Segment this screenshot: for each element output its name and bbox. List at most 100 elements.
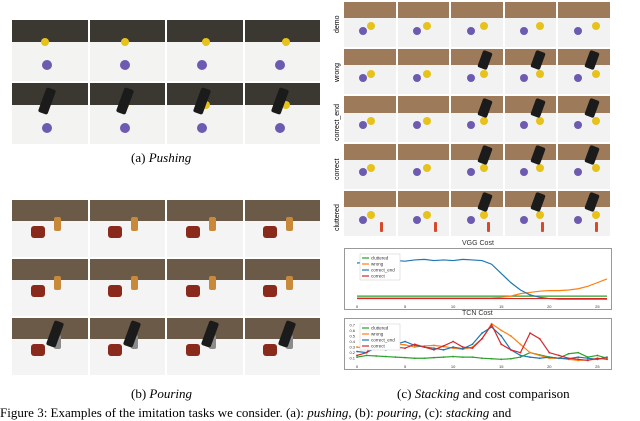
pouring-caption: (b) Pouring (131, 386, 193, 401)
vgg-cost-chart: 0 5 10 15 20 25 clutteredwrongcorrect_endcorre… (356, 253, 608, 309)
series-line-wrong (357, 278, 608, 299)
data-point-wrong (500, 329, 503, 332)
data-point-wrong (519, 343, 522, 346)
stacking-frame (397, 96, 450, 142)
data-point-cluttered (471, 356, 474, 358)
pouring-frame (167, 259, 243, 316)
stacking-frame (504, 49, 557, 95)
pushing-frame (244, 20, 320, 81)
data-point-correct (577, 358, 580, 361)
data-point-cluttered (596, 354, 599, 357)
pushing-caption: (a) Pushing (131, 150, 192, 165)
data-point-cluttered (433, 356, 435, 359)
data-point-correct_end (529, 356, 531, 358)
pouring-image-grid (12, 200, 320, 375)
y-tick-label: 0.4 (349, 339, 355, 344)
y-tick-label: 0.1 (349, 356, 355, 361)
data-point-correct_end (356, 350, 358, 353)
stacking-frame (397, 143, 450, 189)
stacking-image-grid (344, 2, 610, 236)
stacking-frame (504, 96, 557, 142)
pouring-frame (167, 200, 243, 257)
x-tick-label: 25 (595, 364, 600, 369)
data-point-cluttered (567, 352, 570, 355)
data-point-correct (500, 343, 503, 346)
y-tick-label: 0.5 (349, 333, 355, 338)
data-point-correct_end (519, 354, 522, 357)
pushing-frame (89, 83, 165, 144)
stacking-row-label: wrong (334, 62, 341, 82)
data-point-correct (548, 351, 551, 354)
data-point-cluttered (365, 354, 368, 357)
stacking-row-label: demo (334, 15, 341, 33)
stacking-frame (344, 143, 396, 189)
stacking-row-label: correct_end (334, 104, 341, 141)
stacking-row-label: correct (334, 158, 341, 181)
x-tick-label: 0 (356, 364, 359, 369)
data-point-correct_end (548, 356, 551, 358)
data-point-correct (461, 346, 464, 348)
stacking-frame (451, 96, 503, 142)
data-point-cluttered (481, 357, 483, 360)
data-point-cluttered (509, 357, 512, 360)
data-point-correct (365, 351, 368, 354)
data-point-correct_end (452, 346, 455, 348)
x-tick-label: 0 (356, 304, 359, 309)
pushing-frame (167, 20, 243, 81)
x-tick-label: 15 (499, 304, 504, 309)
data-point-wrong (538, 354, 541, 357)
data-point-correct (586, 359, 589, 362)
stacking-frame (558, 190, 610, 236)
data-point-wrong (433, 344, 435, 347)
x-tick-label: 15 (499, 364, 504, 369)
data-point-cluttered (404, 356, 406, 359)
data-point-cluttered (413, 357, 416, 360)
data-point-correct_end (481, 332, 483, 335)
stacking-frame (451, 143, 503, 189)
pouring-frame (89, 318, 165, 375)
stacking-frame (504, 143, 557, 189)
stacking-frame (558, 96, 610, 142)
x-tick-label: 20 (547, 364, 552, 369)
x-tick-label: 10 (451, 304, 456, 309)
stacking-frame (397, 2, 450, 48)
data-point-correct (606, 358, 608, 361)
stacking-frame (344, 96, 396, 142)
pushing-image-grid (12, 20, 320, 144)
pushing-frame (244, 83, 320, 144)
data-point-correct_end (471, 343, 474, 346)
data-point-correct (423, 346, 426, 348)
x-tick-label: 5 (404, 304, 407, 309)
data-point-correct (442, 345, 445, 347)
x-tick-label: 5 (404, 364, 407, 369)
y-tick-label: 0.3 (349, 345, 355, 350)
pouring-frame (167, 318, 243, 375)
data-point-correct (509, 348, 512, 351)
data-point-correct (481, 337, 483, 340)
x-tick-label: 20 (547, 304, 552, 309)
data-point-correct_end (442, 348, 445, 351)
stacking-frame (558, 2, 610, 48)
pushing-frame (89, 20, 165, 81)
y-tick-label: 0.6 (349, 328, 355, 333)
data-point-correct (452, 340, 455, 343)
data-point-correct (356, 354, 358, 357)
tcn-cost-chart: 0 5 10 15 20 25 0.10.20.30.40.50.60.7 cluttered… (349, 322, 608, 369)
vgg-cost-plot: 0 5 10 15 20 25 cluttered wrong correct_end corre… (344, 248, 612, 310)
legend-label: wrong (371, 332, 384, 337)
pouring-frame (12, 259, 88, 316)
data-point-cluttered (423, 357, 426, 360)
stacking-row-label: cluttered (334, 204, 341, 232)
data-point-correct (413, 343, 416, 346)
data-point-cluttered (442, 356, 445, 358)
data-point-correct_end (606, 356, 608, 358)
legend-label: correct_end (371, 338, 395, 343)
data-point-cluttered (356, 356, 358, 358)
data-point-correct_end (577, 356, 580, 358)
data-point-wrong (529, 351, 531, 354)
data-point-cluttered (577, 351, 580, 354)
stacking-frame (344, 49, 396, 95)
figure-caption: Figure 3: Examples of the imitation task… (0, 405, 512, 420)
legend-label: cluttered (371, 256, 389, 261)
